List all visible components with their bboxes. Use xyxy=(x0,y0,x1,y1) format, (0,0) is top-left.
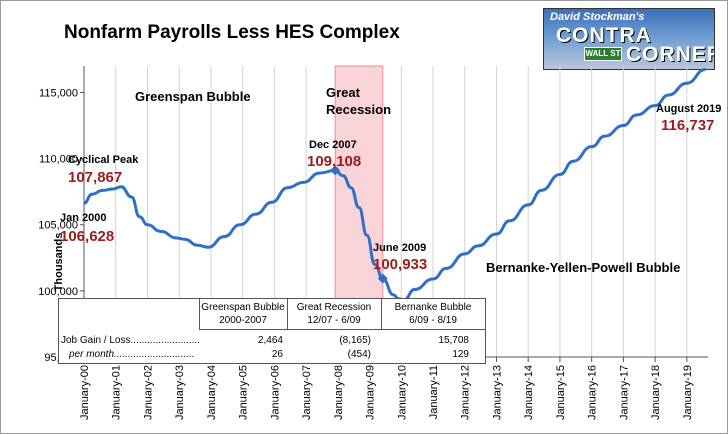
x-tick-label: January-16 xyxy=(587,365,599,420)
highlight-marker xyxy=(330,165,341,176)
table-header-rule xyxy=(199,329,485,330)
table-cell: 15,708 xyxy=(438,335,469,346)
wall-street-sign-icon: WALL ST xyxy=(584,47,622,61)
x-tick-label: January-19 xyxy=(682,365,694,420)
table-header-col-1-sub: 2000-2007 xyxy=(219,315,267,326)
y-tick-label: 100,000 xyxy=(38,286,78,298)
x-tick-label: January-12 xyxy=(460,365,472,420)
x-tick-label: January-00 xyxy=(79,365,91,420)
x-tick-label: January-09 xyxy=(365,365,377,420)
aug-2019-label: August 2019 xyxy=(656,103,721,115)
y-tick-label: 115,000 xyxy=(39,87,78,99)
x-tick-label: January-01 xyxy=(111,365,123,420)
summary-table: Greenspan Bubble 2000-2007 Great Recessi… xyxy=(58,298,486,364)
table-row-label: Job Gain / Loss......................... xyxy=(61,335,200,346)
table-header-col-2: Great Recession xyxy=(296,302,372,313)
table-header-col-3: Bernanke Bubble xyxy=(394,302,472,313)
table-divider xyxy=(287,299,288,329)
x-tick-label: January-03 xyxy=(174,365,186,420)
table-cell: (8,165) xyxy=(339,335,371,346)
aug-2019-value: 116,737 xyxy=(661,117,714,134)
x-tick-label: January-05 xyxy=(238,365,250,420)
table-cell: (454) xyxy=(347,349,371,360)
x-tick-label: January-18 xyxy=(650,365,662,420)
table-row-label: per month............................. xyxy=(69,349,195,360)
x-tick-label: January-08 xyxy=(333,365,345,420)
highlight-marker xyxy=(377,273,388,284)
annotation-layer: Greenspan Bubble Great Recession Cyclical P… xyxy=(60,85,721,275)
x-tick-label: January-17 xyxy=(618,365,630,420)
y-tick-label: 105,000 xyxy=(38,220,78,232)
jan-2000-value: 106,628 xyxy=(60,228,114,245)
y-tick-label: 110,000 xyxy=(39,154,78,166)
table-header-col-2-sub: 12/07 - 6/09 xyxy=(307,315,361,326)
x-tick-label: January-06 xyxy=(269,365,281,420)
logo-line-3: CORNER xyxy=(626,43,715,66)
x-tick-label: January-10 xyxy=(396,365,408,420)
x-tick-label: January-04 xyxy=(206,365,218,420)
table-divider xyxy=(199,299,200,329)
dec-2007-label: Dec 2007 xyxy=(309,139,357,151)
chart-title: Nonfarm Payrolls Less HES Complex xyxy=(64,22,400,43)
cyclical-peak-value: 107,867 xyxy=(68,169,122,186)
great-recession-label: Recession xyxy=(326,102,391,117)
x-tick-label: January-02 xyxy=(142,365,154,420)
june-2009-value: 100,933 xyxy=(373,256,427,273)
x-tick-label: January-07 xyxy=(301,365,313,420)
x-tick-label: January-15 xyxy=(555,365,567,420)
x-tick-label: January-14 xyxy=(523,365,535,420)
table-cell: 26 xyxy=(271,349,283,360)
series-layer xyxy=(83,67,706,302)
logo-line-1: David Stockman's xyxy=(550,11,645,23)
table-cell: 129 xyxy=(452,349,469,360)
contra-corner-logo: David Stockman's CONTRA WALL ST CORNER xyxy=(543,8,715,70)
table-header-col-3-sub: 6/09 - 8/19 xyxy=(409,315,457,326)
dec-2007-value: 109,108 xyxy=(307,153,361,170)
x-tick-label: January-13 xyxy=(491,365,503,420)
x-tick-label: January-11 xyxy=(428,365,440,419)
june-2009-label: June 2009 xyxy=(373,242,426,254)
table-cell: 2,464 xyxy=(257,335,283,346)
great-recession-label: Great xyxy=(326,85,361,100)
jan-2000-label: Jan 2000 xyxy=(60,212,106,224)
y-axis-label: Thousands xyxy=(53,233,65,292)
greenspan-bubble-label: Greenspan Bubble xyxy=(135,89,251,104)
logo-line-2: CONTRA xyxy=(556,24,652,47)
bernanke-bubble-label: Bernanke-Yellen-Powell Bubble xyxy=(486,260,680,275)
table-header-col-1: Greenspan Bubble xyxy=(201,302,285,313)
table-divider xyxy=(381,299,382,329)
cyclical-peak-label: Cyclical Peak xyxy=(68,154,139,166)
